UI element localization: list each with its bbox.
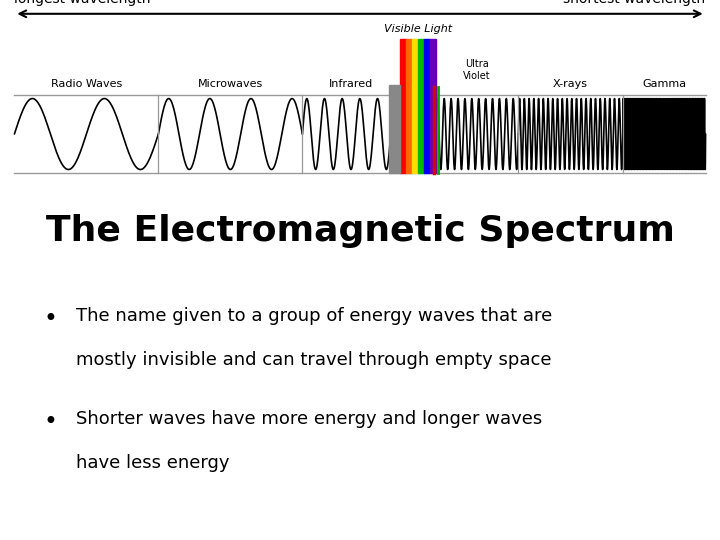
Text: Radio Waves: Radio Waves (51, 79, 122, 89)
Bar (389, 85, 400, 173)
Text: Gamma: Gamma (642, 79, 686, 89)
Text: The name given to a group of energy waves that are: The name given to a group of energy wave… (76, 307, 552, 325)
Text: Microwaves: Microwaves (198, 79, 263, 89)
Text: Shorter waves have more energy and longer waves: Shorter waves have more energy and longe… (76, 410, 542, 428)
Text: longest wavelength: longest wavelength (14, 0, 151, 6)
Bar (430, 39, 436, 173)
Text: •: • (43, 307, 57, 331)
Text: The Electromagnetic Spectrum: The Electromagnetic Spectrum (45, 214, 675, 248)
Bar (418, 39, 423, 173)
Bar (405, 39, 412, 173)
Text: X-rays: X-rays (553, 79, 588, 89)
Bar (423, 39, 430, 173)
Text: mostly invisible and can travel through empty space: mostly invisible and can travel through … (76, 352, 551, 369)
Bar (400, 39, 405, 173)
Text: Infrared: Infrared (329, 79, 373, 89)
Text: shortest wavelength: shortest wavelength (564, 0, 706, 6)
Text: Visible Light: Visible Light (384, 24, 451, 33)
Bar (412, 39, 418, 173)
Text: have less energy: have less energy (76, 454, 229, 472)
Text: •: • (43, 410, 57, 434)
Text: Ultra
Violet: Ultra Violet (463, 59, 491, 80)
